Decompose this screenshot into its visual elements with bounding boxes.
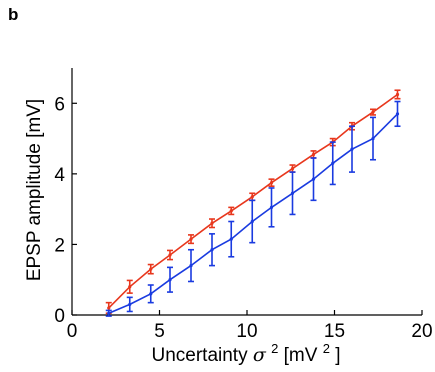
data-point [311,177,316,181]
x-axis-title-symbol-sup: 2 [271,341,278,356]
data-point [290,191,295,195]
data-point [331,161,335,165]
data-point [311,152,316,157]
y-tick-label: 6 [54,94,65,115]
data-point [189,264,193,268]
data-point [395,92,400,97]
x-axis-title-symbol: σ [253,344,267,366]
x-axis-title-unit-open: [mV [284,345,318,366]
series-2 [105,100,401,317]
x-tick-label: 0 [67,321,78,342]
data-point [229,209,233,213]
data-point [350,147,354,151]
y-axis-title: EPSP amplitude [mV] [24,99,45,281]
x-axis-title-prefix: Uncertainty [151,345,252,366]
data-point [189,237,193,241]
data-point [229,237,233,241]
series-layer [105,89,401,317]
data-point [128,302,132,307]
data-point [371,110,375,114]
data-point [168,253,172,257]
panel-label: b [8,5,19,24]
data-point [250,195,254,199]
series-1 [105,89,401,315]
data-point [395,112,400,116]
data-point [149,292,153,296]
data-point [210,248,214,252]
x-axis-title: Uncertainty σ 2 [mV 2 ] [151,337,340,366]
y-tick-label: 0 [54,306,65,327]
x-tick-label: 10 [236,321,257,342]
data-point [128,285,132,289]
data-point [210,221,214,225]
data-point [290,166,295,171]
data-point [269,181,274,185]
data-point [168,278,172,282]
data-point [149,267,153,271]
y-tick-label: 2 [54,235,65,256]
data-point [107,311,111,315]
series-line [108,113,399,314]
data-point [269,205,274,209]
x-tick-label: 20 [411,321,432,342]
data-point [107,306,111,310]
data-point [371,136,375,141]
y-tick-label: 4 [54,165,65,186]
x-axis-title-unit-sup: 2 [323,341,330,356]
x-tick-label: 5 [154,321,165,342]
x-tick-label: 15 [324,321,345,342]
axes: 0 5 10 15 20 0 2 4 6 [54,68,433,342]
data-point [250,219,254,224]
x-axis-title-unit-close: ] [335,345,340,366]
